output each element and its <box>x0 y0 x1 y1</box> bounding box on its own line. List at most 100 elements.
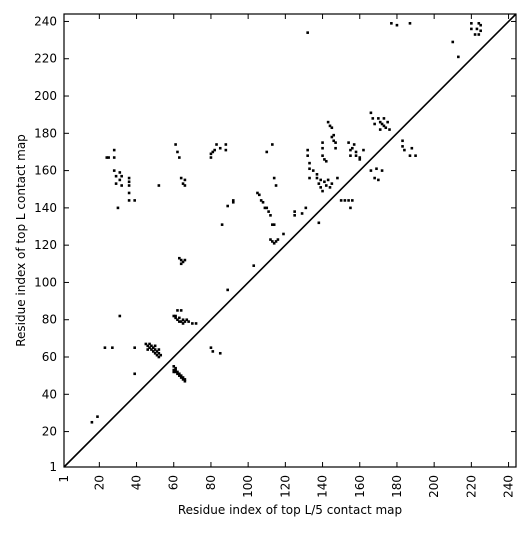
contact-point-upper <box>321 141 324 144</box>
contact-point-lower <box>258 193 261 197</box>
contact-point-lower <box>178 256 181 260</box>
contact-point-upper <box>330 126 334 130</box>
contact-point-lower <box>148 346 151 349</box>
contact-point-lower <box>178 372 181 376</box>
y-tick-label: 80 <box>42 313 57 327</box>
contact-point-lower <box>354 154 358 157</box>
x-tick-label: 120 <box>278 475 292 498</box>
x-tick-label: 60 <box>167 475 181 490</box>
contact-point-lower <box>261 200 265 204</box>
contact-point-lower <box>157 355 161 359</box>
contact-point-lower <box>183 258 187 262</box>
contact-point-lower <box>159 353 163 357</box>
contact-point-upper <box>127 191 131 195</box>
contact-point-lower <box>183 320 187 323</box>
contact-point-upper <box>473 33 477 36</box>
contact-point-lower <box>172 368 176 372</box>
contact-point-upper <box>183 184 187 187</box>
contact-point-lower <box>181 318 185 322</box>
contact-point-lower <box>183 378 187 381</box>
diagonal-layer <box>63 13 517 468</box>
contact-point-lower <box>269 214 272 217</box>
contact-point-lower <box>369 169 373 172</box>
y-tick-label: 100 <box>34 275 57 289</box>
contact-point-lower <box>185 318 189 322</box>
contact-point-lower <box>146 348 150 351</box>
x-tick-label: 220 <box>464 475 478 498</box>
contact-points-layer <box>90 22 482 424</box>
x-tick-label: 180 <box>390 475 404 498</box>
contact-point-upper <box>475 27 479 31</box>
contact-point-upper <box>224 143 228 146</box>
contact-point-upper <box>127 176 131 180</box>
y-tick-label: 160 <box>34 164 57 178</box>
contact-point-upper <box>352 143 356 146</box>
contact-point-upper <box>479 29 482 33</box>
contact-point-lower <box>377 178 380 182</box>
contact-point-lower <box>330 182 334 185</box>
contact-point-upper <box>112 148 116 152</box>
contact-point-lower <box>231 200 235 204</box>
contact-point-upper <box>414 154 417 157</box>
y-tick-label: 120 <box>34 238 57 252</box>
contact-point-upper <box>321 154 324 157</box>
contact-point-lower <box>343 199 347 202</box>
y-tick-label: 1 <box>49 460 57 474</box>
contact-point-lower <box>293 210 296 213</box>
contact-point-upper <box>114 182 118 185</box>
contact-point-lower <box>321 189 324 193</box>
contact-point-lower <box>172 370 176 374</box>
contact-point-upper <box>209 156 213 159</box>
contact-point-lower <box>151 350 155 353</box>
contact-point-lower <box>155 353 159 357</box>
contact-point-lower <box>157 348 161 351</box>
contact-point-lower <box>181 378 185 381</box>
contact-point-upper <box>178 156 181 159</box>
contact-point-upper <box>176 150 179 154</box>
contact-point-lower <box>319 178 322 182</box>
contact-point-upper <box>118 178 122 182</box>
contact-point-lower <box>317 182 321 185</box>
contact-point-upper <box>408 154 412 157</box>
contact-point-upper <box>410 146 414 150</box>
contact-point-lower <box>179 320 183 323</box>
contact-point-lower <box>274 240 278 243</box>
contact-point-lower <box>191 322 194 325</box>
contact-point-upper <box>380 122 384 126</box>
contact-point-upper <box>114 174 118 178</box>
contact-point-upper <box>308 167 311 171</box>
contact-point-lower <box>179 258 183 262</box>
plot-frame-layer <box>63 13 517 468</box>
contact-point-lower <box>176 372 179 376</box>
contact-point-lower <box>176 309 179 312</box>
contact-point-lower <box>150 344 153 348</box>
contact-point-lower <box>176 318 179 322</box>
contact-point-lower <box>256 191 259 195</box>
contact-point-upper <box>272 176 276 180</box>
contact-point-lower <box>148 342 151 346</box>
contact-point-lower <box>226 204 229 208</box>
contact-point-lower <box>174 368 177 372</box>
y-tick-label: 220 <box>34 52 57 66</box>
contact-point-lower <box>194 322 198 325</box>
contact-point-lower <box>172 365 176 368</box>
contact-point-upper <box>326 120 330 124</box>
contact-point-lower <box>300 212 304 215</box>
contact-point-upper <box>371 117 375 120</box>
y-tick-label: 20 <box>42 425 57 439</box>
contact-point-upper <box>354 150 358 154</box>
contact-point-upper <box>179 176 183 180</box>
x-tick-label: 80 <box>204 475 218 490</box>
contact-point-lower <box>103 346 107 349</box>
contact-point-lower <box>150 348 153 351</box>
contact-point-lower <box>263 206 267 210</box>
contact-point-upper <box>332 139 336 143</box>
contact-point-upper <box>401 139 404 143</box>
contact-point-lower <box>358 158 362 161</box>
contact-point-lower <box>272 223 276 226</box>
contact-point-lower <box>178 316 181 320</box>
contact-point-lower <box>172 314 176 318</box>
contact-point-lower <box>220 223 224 226</box>
contact-point-lower <box>157 351 161 355</box>
